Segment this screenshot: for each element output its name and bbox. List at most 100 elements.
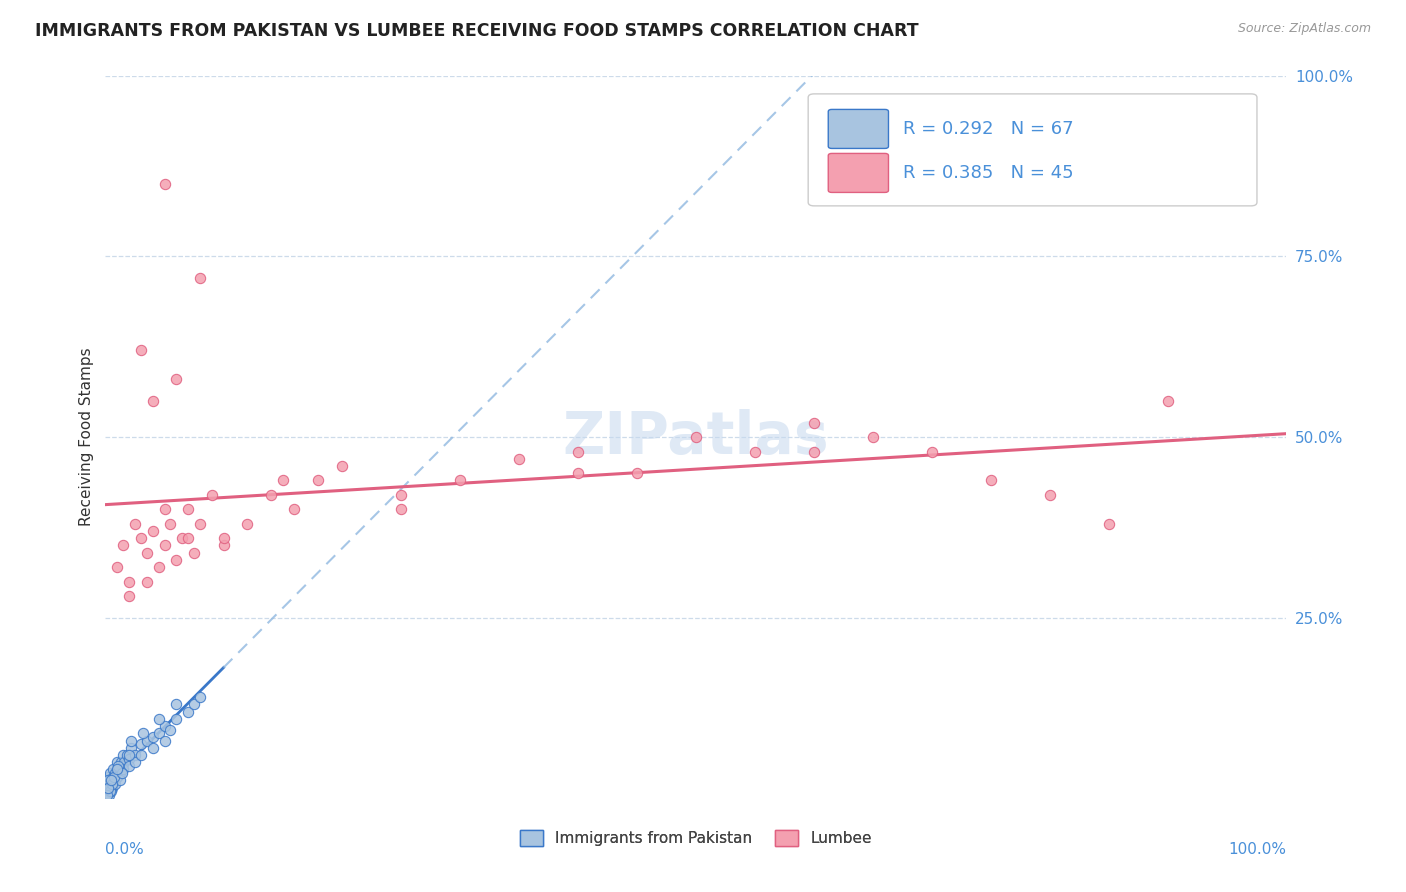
- Point: [98, 784, 121, 798]
- Point: [129, 531, 152, 545]
- Point: [148, 726, 170, 740]
- Point: [101, 763, 124, 777]
- Point: [124, 516, 146, 531]
- FancyBboxPatch shape: [828, 153, 889, 193]
- Point: [1098, 516, 1121, 531]
- Point: [148, 560, 170, 574]
- Point: [98, 788, 121, 802]
- Point: [100, 773, 122, 788]
- Point: [129, 737, 152, 751]
- Point: [101, 780, 124, 795]
- Point: [159, 516, 181, 531]
- Point: [508, 451, 530, 466]
- Point: [1157, 393, 1180, 408]
- Point: [129, 343, 152, 358]
- Point: [567, 444, 589, 458]
- Point: [107, 763, 129, 777]
- Point: [100, 773, 122, 788]
- Point: [283, 502, 305, 516]
- Point: [104, 777, 127, 791]
- Point: [111, 766, 134, 780]
- Point: [135, 733, 157, 747]
- Point: [201, 488, 224, 502]
- Point: [142, 740, 165, 755]
- Point: [1039, 488, 1062, 502]
- Point: [112, 763, 135, 777]
- Point: [148, 712, 170, 726]
- Point: [105, 763, 128, 777]
- Point: [108, 773, 131, 788]
- Point: [111, 759, 134, 773]
- Point: [159, 723, 181, 737]
- Text: Source: ZipAtlas.com: Source: ZipAtlas.com: [1237, 22, 1371, 36]
- Point: [124, 747, 146, 762]
- Text: IMMIGRANTS FROM PAKISTAN VS LUMBEE RECEIVING FOOD STAMPS CORRELATION CHART: IMMIGRANTS FROM PAKISTAN VS LUMBEE RECEI…: [35, 22, 918, 40]
- Point: [307, 474, 329, 488]
- Point: [97, 780, 120, 795]
- Point: [100, 784, 122, 798]
- Point: [96, 784, 118, 798]
- Point: [172, 531, 194, 545]
- Point: [105, 770, 128, 784]
- Point: [132, 726, 155, 740]
- Point: [98, 780, 121, 795]
- Point: [129, 747, 152, 762]
- Point: [103, 770, 125, 784]
- Point: [112, 755, 135, 769]
- Point: [236, 516, 259, 531]
- Point: [97, 780, 120, 795]
- Text: 0.0%: 0.0%: [105, 842, 145, 856]
- Point: [626, 466, 648, 480]
- Point: [104, 766, 127, 780]
- FancyBboxPatch shape: [808, 94, 1257, 206]
- Point: [183, 698, 205, 712]
- Point: [567, 466, 589, 480]
- Point: [177, 705, 200, 719]
- Point: [153, 502, 176, 516]
- Point: [165, 712, 187, 726]
- Point: [177, 502, 200, 516]
- Point: [115, 747, 138, 762]
- Point: [118, 751, 141, 765]
- Text: 100.0%: 100.0%: [1229, 842, 1286, 856]
- Point: [153, 538, 176, 552]
- Point: [177, 531, 200, 545]
- Text: R = 0.292   N = 67: R = 0.292 N = 67: [903, 120, 1073, 138]
- Point: [330, 458, 353, 473]
- Point: [183, 546, 205, 560]
- Point: [112, 538, 135, 552]
- Point: [101, 777, 124, 791]
- Point: [389, 502, 412, 516]
- Point: [449, 474, 471, 488]
- Point: [153, 733, 176, 747]
- Point: [153, 719, 176, 733]
- Point: [103, 773, 125, 788]
- Point: [124, 755, 146, 769]
- Point: [110, 755, 132, 769]
- Point: [212, 538, 235, 552]
- Point: [120, 740, 142, 755]
- Point: [260, 488, 283, 502]
- Point: [118, 574, 141, 589]
- Point: [96, 788, 118, 802]
- Point: [165, 553, 187, 567]
- Point: [97, 773, 120, 788]
- Point: [98, 784, 121, 798]
- Point: [96, 777, 118, 791]
- Point: [97, 784, 120, 798]
- Point: [105, 770, 128, 784]
- Point: [921, 444, 943, 458]
- Point: [105, 755, 128, 769]
- Point: [98, 777, 121, 791]
- Point: [112, 747, 135, 762]
- Point: [142, 524, 165, 538]
- Point: [108, 766, 131, 780]
- Point: [212, 531, 235, 545]
- Point: [389, 488, 412, 502]
- Point: [97, 770, 120, 784]
- Point: [803, 416, 825, 430]
- Point: [118, 747, 141, 762]
- Point: [96, 788, 118, 802]
- Point: [101, 770, 124, 784]
- Point: [188, 516, 211, 531]
